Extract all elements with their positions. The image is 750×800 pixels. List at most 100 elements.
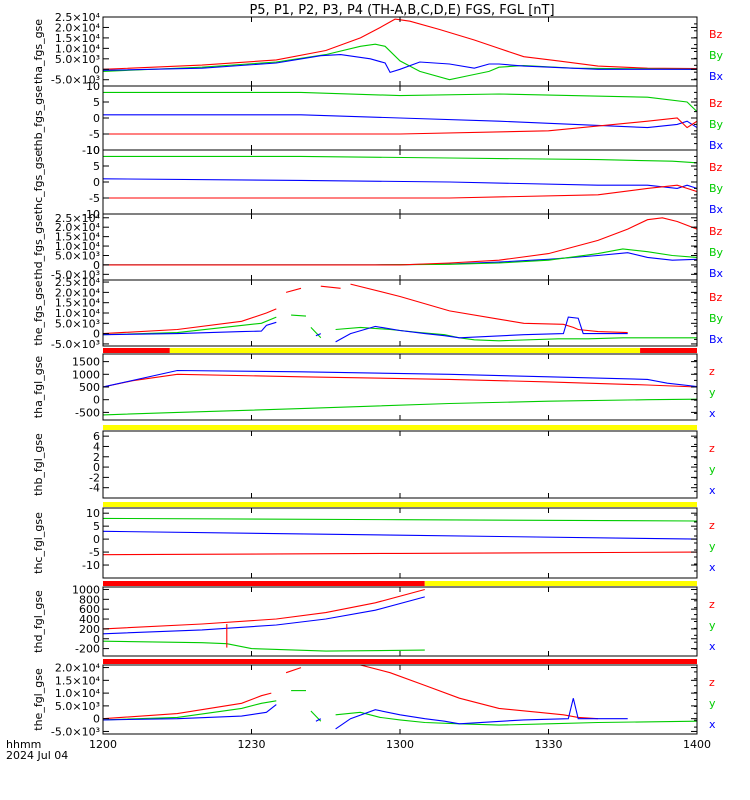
y-tick-label: -200 (75, 643, 100, 656)
series-line-z (103, 373, 697, 388)
series-line-y (103, 91, 697, 112)
y-tick-label: 2.0×10⁴ (55, 21, 101, 34)
series-line-x (315, 718, 322, 722)
series-line-z (350, 283, 628, 334)
status-bar-segment (103, 502, 697, 507)
y-axis-label: the_fgl_gse (32, 668, 45, 731)
status-bar-segment (640, 348, 697, 353)
y-tick-label: 0 (93, 394, 100, 407)
y-tick-label: 0 (93, 533, 100, 546)
y-tick-label: 10 (86, 80, 100, 93)
panel-frame (102, 16, 698, 87)
x-tick-label: 1300 (386, 738, 414, 751)
y-tick-label: 5 (93, 96, 100, 109)
y-tick-label: 1.0×10⁴ (55, 307, 101, 320)
series-line-y (103, 517, 697, 522)
y-tick-label: 200 (79, 623, 100, 636)
legend-entry: By (709, 49, 724, 62)
series-group (103, 155, 697, 199)
y-tick-label: 1.5×10⁴ (55, 297, 101, 310)
series-line-z (103, 117, 697, 135)
series-line-y (103, 640, 425, 652)
legend-entry: Bz (709, 28, 723, 41)
legend-entry: y (709, 463, 716, 476)
series-group (103, 369, 697, 416)
y-axis-label: thc_fgl_gse (32, 512, 45, 574)
y-tick-label: 6 (93, 430, 100, 443)
legend-entry: z (709, 519, 715, 532)
legend-entry: y (709, 619, 716, 632)
y-tick-label: 2.0×10⁴ (55, 662, 101, 675)
legend-entry: By (709, 182, 724, 195)
y-tick-label: 1.5×10⁴ (55, 32, 101, 45)
series-line-y (103, 398, 697, 416)
legend-entry: z (709, 598, 715, 611)
y-tick-label: 10 (86, 507, 100, 520)
panel-thb-fgs-gse: -10 -5 0 5 10 thb_fgs_gse Bz By Bx (32, 80, 724, 157)
y-tick-label: 0 (93, 713, 100, 726)
series-line-y (103, 700, 277, 721)
y-tick-label: -5 (89, 192, 100, 205)
series-line-y (103, 43, 697, 81)
y-tick-label: 1000 (72, 583, 100, 596)
series-line-z (103, 308, 277, 335)
panel-frame (102, 353, 698, 421)
x-axis-caption-hhmm: hhmm (6, 738, 41, 751)
y-tick-label: -5 (89, 546, 100, 559)
series-line-z (320, 665, 599, 720)
y-tick-label: 1.0×10⁴ (55, 240, 101, 253)
series-group (103, 217, 697, 266)
y-axis-label: tha_fgl_gse (32, 356, 45, 419)
y-tick-label: 1000 (72, 368, 100, 381)
legend-entry: x (709, 718, 716, 731)
y-tick-label: -10 (82, 559, 100, 572)
y-tick-label: 5.0×10³ (55, 53, 100, 66)
series-line-z (103, 588, 425, 630)
y-axis-label: thd_fgl_gse (32, 590, 45, 653)
series-line-z (285, 667, 302, 674)
series-group (103, 91, 697, 135)
series-line-x (103, 530, 697, 540)
x-axis-caption-date: 2024 Jul 04 (6, 749, 68, 762)
status-bar-segment (169, 348, 641, 353)
legend-entry: x (709, 484, 716, 497)
y-axis-label: thb_fgl_gse (32, 433, 45, 496)
series-line-x (103, 369, 697, 388)
series-group (103, 665, 697, 730)
y-tick-label: 0 (93, 112, 100, 125)
series-line-y (103, 248, 697, 266)
legend-entry: y (709, 540, 716, 553)
x-tick-label: 1400 (683, 738, 711, 751)
y-tick-label: 0 (93, 63, 100, 76)
legend-entry: Bz (709, 161, 723, 174)
y-tick-label: 500 (79, 381, 100, 394)
y-tick-label: -5.0×10³ (51, 268, 100, 281)
series-line-y (335, 326, 697, 342)
y-tick-label: -10 (82, 208, 100, 221)
y-tick-label: 1500 (72, 356, 100, 369)
status-bar-segment (103, 348, 170, 353)
series-line-y (310, 327, 322, 339)
legend-entry: Bx (709, 333, 724, 346)
y-tick-label: -4 (89, 482, 100, 495)
y-tick-label: 2.0×10⁴ (55, 286, 101, 299)
legend-entry: z (709, 442, 715, 455)
y-tick-label: 1.0×10⁴ (55, 42, 101, 55)
y-tick-label: -5.0×10³ (51, 74, 100, 87)
y-tick-label: 1.5×10⁴ (55, 231, 101, 244)
y-axis-label: thb_fgs_gse (32, 85, 45, 151)
series-group (103, 588, 425, 652)
legend-entry: z (709, 676, 715, 689)
y-tick-label: 0 (93, 259, 100, 272)
y-tick-label: 2.5×10⁴ (55, 11, 101, 24)
y-tick-label: 2.5×10⁴ (55, 212, 101, 225)
y-tick-label: 10 (86, 144, 100, 157)
y-tick-label: 5.0×10³ (55, 700, 100, 713)
legend-entry: By (709, 246, 724, 259)
y-tick-label: -5 (89, 128, 100, 141)
series-line-x (103, 252, 697, 266)
